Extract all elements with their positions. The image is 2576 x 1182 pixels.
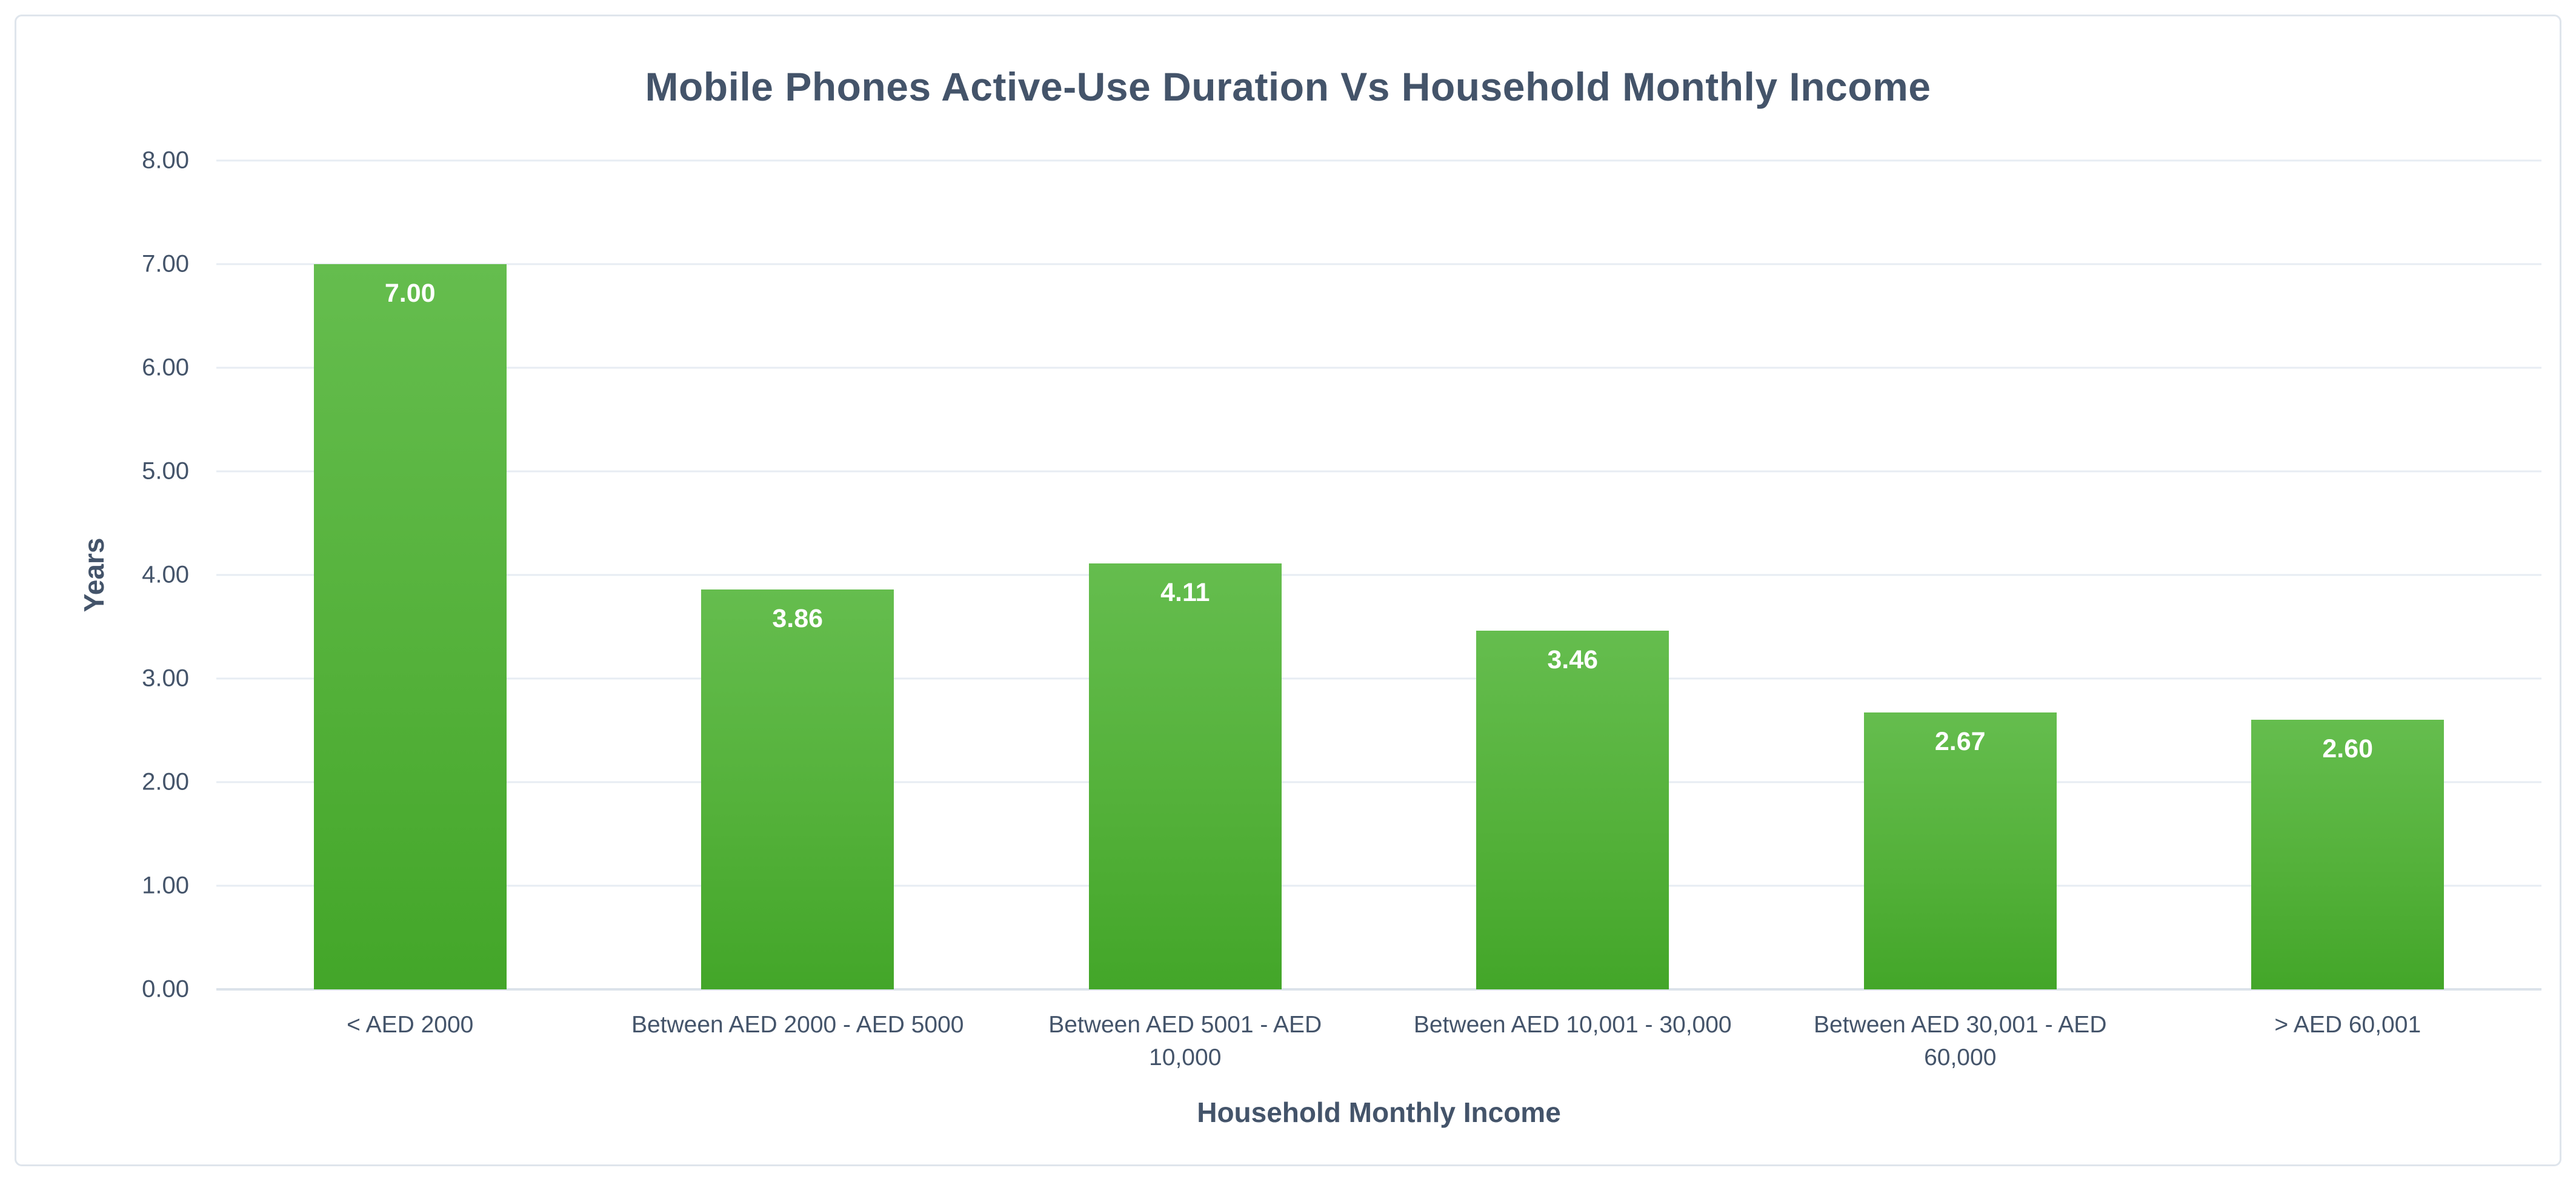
x-axis-category-label: > AED 60,001 (2274, 1012, 2421, 1038)
chart-title: Mobile Phones Active-Use Duration Vs Hou… (645, 64, 1931, 109)
gridline (216, 159, 2541, 162)
y-axis-tick-label: 8.00 (142, 147, 189, 174)
bar-value-label: 7.00 (384, 279, 436, 308)
y-axis-tick-label: 1.00 (142, 872, 189, 899)
bar-value-label: 3.86 (772, 603, 824, 633)
gridline (216, 470, 2541, 473)
bar-value-label: 2.60 (2322, 734, 2374, 764)
bar: 3.86 (701, 589, 894, 989)
gridline (216, 781, 2541, 783)
bar: 4.11 (1088, 563, 1282, 989)
bar-value-label: 4.11 (1160, 578, 1210, 608)
y-axis-tick-label: 0.00 (142, 975, 189, 1003)
bar: 2.67 (1863, 712, 2057, 989)
y-axis-tick-label: 6.00 (142, 354, 189, 381)
bar: 2.60 (2251, 720, 2445, 989)
x-axis-category-label: Between AED 2000 - AED 5000 (631, 1012, 964, 1038)
y-axis-tick-labels: 0.00 1.00 2.00 3.00 4.00 5.00 6.00 7.00 8.00 (16, 147, 189, 1003)
bar: 3.46 (1476, 631, 1669, 989)
x-axis-category-label: Between AED 30,001 - AED 60,000 (1814, 1012, 2107, 1071)
y-axis-tick-label: 4.00 (142, 561, 189, 588)
gridline (216, 263, 2541, 265)
x-axis-category-labels: < AED 2000 Between AED 2000 - AED 5000 Bet… (216, 1009, 2541, 1106)
x-axis-category-label: Between AED 5001 - AED 10,000 (1048, 1012, 1322, 1071)
x-axis-category-label: < AED 2000 (347, 1012, 474, 1038)
gridline (216, 677, 2541, 680)
bar-value-label: 3.46 (1547, 645, 1599, 675)
y-axis-tick-label: 7.00 (142, 250, 189, 277)
y-axis-tick-label: 2.00 (142, 768, 189, 795)
plot-area: 7.00 3.86 4.11 3.46 2.67 2.60 (216, 159, 2541, 991)
x-axis-category-label: Between AED 10,001 - 30,000 (1413, 1012, 1732, 1038)
bar-value-label: 2.67 (1934, 727, 1986, 757)
y-axis-tick-label: 3.00 (142, 665, 189, 692)
gridline (216, 988, 2541, 991)
y-axis-tick-label: 5.00 (142, 457, 189, 485)
chart-frame: Mobile Phones Active-Use Duration Vs Hou… (15, 15, 2561, 1166)
gridline (216, 574, 2541, 576)
x-axis-title: Household Monthly Income (1197, 1097, 1561, 1128)
gridline (216, 367, 2541, 369)
bar: 7.00 (313, 264, 507, 989)
gridline (216, 885, 2541, 887)
